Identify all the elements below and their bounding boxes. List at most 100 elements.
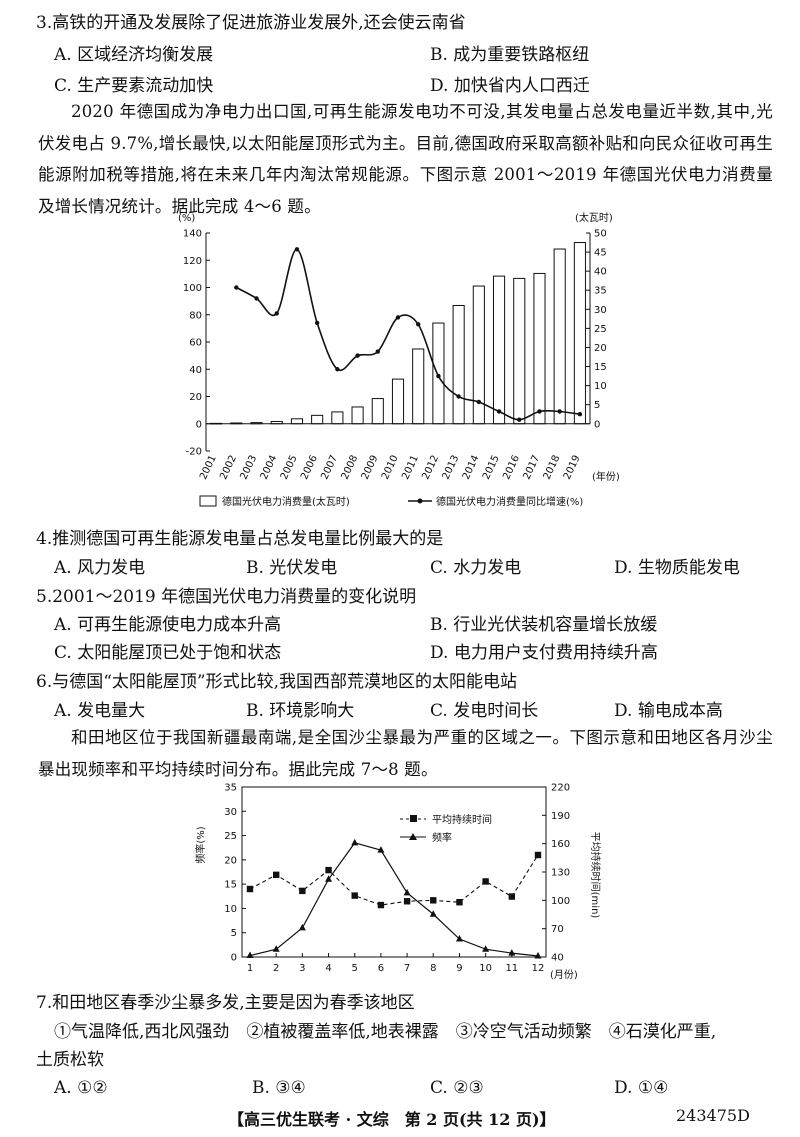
legend-duration-label: 平均持续时间 <box>432 813 492 826</box>
growth-point <box>577 412 583 417</box>
duration-point <box>325 866 332 874</box>
frequency-point <box>246 951 254 959</box>
footer-page-info: 【高三优生联考 · 文综 第 2 页(共 12 页)】 <box>228 1110 556 1129</box>
growth-point <box>537 409 542 414</box>
chart1-legend: 德国光伏电力消费量(太瓦时) 德国光伏电力消费量同比增速(%) <box>199 495 583 508</box>
x-tick-label: 7 <box>404 963 410 974</box>
sandstorm-chart: 频率(%) 平均持续时间(min) (月份) 05101520253035407… <box>194 783 602 982</box>
left-tick-label: 120 <box>183 256 202 267</box>
x-tick-label: 4 <box>325 963 331 974</box>
x-tick-label: 2011 <box>400 454 421 482</box>
left-tick-label: 140 <box>183 229 202 240</box>
frequency-point <box>482 945 490 952</box>
q3-option-d: D. 加快省内人口西迁 <box>430 76 590 96</box>
duration-point <box>377 901 385 909</box>
growth-point <box>496 409 502 414</box>
q4-option-b: B. 光伏发电 <box>246 558 338 578</box>
bar <box>533 272 546 425</box>
growth-point <box>294 247 300 252</box>
right-tick-label: 5 <box>594 400 600 411</box>
frequency-point <box>377 846 385 853</box>
q7-option-c: C. ②③ <box>430 1078 484 1098</box>
right-tick-label: 20 <box>594 343 607 354</box>
bar <box>553 248 566 425</box>
bar <box>492 275 506 425</box>
x-tick-label: 6 <box>378 963 384 974</box>
frequency-point <box>298 923 306 931</box>
passage-2: 和田地区位于我国新疆最南端,是全国沙尘暴最为严重的区域之一。下图示意和田地区各月… <box>38 728 773 779</box>
frequency-line <box>249 842 539 957</box>
right-tick-label: 160 <box>551 839 570 850</box>
duration-point <box>430 897 437 904</box>
x-tick-label: 2 <box>273 963 279 974</box>
x-tick-label: 12 <box>532 963 545 974</box>
growth-point <box>517 417 522 422</box>
bar <box>412 348 425 425</box>
right-tick-label: 70 <box>551 924 564 935</box>
x-tick-label: 1 <box>247 963 253 974</box>
growth-point <box>234 285 239 290</box>
x-tick-label: 2014 <box>461 454 482 482</box>
left-tick-label: 20 <box>224 855 237 866</box>
bar <box>452 304 465 425</box>
legend-duration-marker <box>410 815 417 822</box>
duration-point <box>272 871 280 879</box>
x-tick-label: 2001 <box>198 454 219 482</box>
x-tick-label: 2009 <box>360 454 381 482</box>
right-tick-label: 40 <box>551 953 564 964</box>
left-tick-label: 100 <box>183 283 202 294</box>
growth-point <box>254 296 259 301</box>
left-tick-label: 5 <box>231 928 237 939</box>
q6-option-d: D. 输电成本高 <box>614 701 723 721</box>
q5-option-b: B. 行业光伏装机容量增长放缓 <box>430 615 658 635</box>
duration-point <box>299 887 306 895</box>
right-tick-label: 40 <box>594 267 607 278</box>
right-tick-label: 100 <box>551 896 570 907</box>
left-axis-unit: (%) <box>178 213 195 224</box>
growth-point <box>335 367 340 372</box>
duration-point <box>246 885 254 893</box>
q7-options-line1: ①气温降低,西北风强劲 ②植被覆盖率低,地表裸露 ③冷空气活动频繁 ④石漠化严重… <box>54 1022 717 1042</box>
legend-bar-swatch <box>199 495 217 507</box>
bar <box>290 418 304 425</box>
x-axis-unit: (年份) <box>592 470 620 483</box>
duration-point <box>534 851 542 859</box>
bar <box>351 406 364 425</box>
q5-option-d: D. 电力用户支付费用持续升高 <box>430 643 658 663</box>
x-tick-label: 5 <box>352 963 358 974</box>
right-tick-label: 130 <box>551 868 570 879</box>
q6-stem: 6.与德国“太阳能屋顶”形式比较,我国西部荒漠地区的太阳能电站 <box>36 672 518 692</box>
q6-option-c: C. 发电时间长 <box>430 701 539 721</box>
q7-options-line2: 土质松软 <box>36 1050 104 1070</box>
right-tick-label: 15 <box>594 362 607 373</box>
left-tick-label: 30 <box>224 807 237 818</box>
right-tick-label: 0 <box>594 419 600 430</box>
right-tick-label: 10 <box>594 381 607 392</box>
left-tick-label: 0 <box>231 953 237 964</box>
bar <box>391 378 405 425</box>
q6-option-b: B. 环境影响大 <box>246 701 355 721</box>
x-tick-label: 9 <box>456 963 462 974</box>
bar <box>573 242 586 425</box>
x-tick-label: 2015 <box>481 454 502 482</box>
left-tick-label: -20 <box>186 447 202 458</box>
q6-option-a: A. 发电量大 <box>54 701 146 721</box>
q3-option-a: A. 区域经济均衡发展 <box>54 45 214 65</box>
legend-bar-label: 德国光伏电力消费量(太瓦时) <box>222 495 350 508</box>
growth-point <box>274 311 279 316</box>
right-tick-label: 25 <box>594 324 607 335</box>
growth-point <box>476 399 482 405</box>
x-tick-label: 8 <box>430 963 436 974</box>
right-tick-label: 35 <box>594 286 607 297</box>
x-tick-label: 2013 <box>441 454 462 482</box>
left-tick-label: 10 <box>224 904 237 915</box>
legend-line-label: 德国光伏电力消费量同比增速(%) <box>436 495 583 508</box>
duration-point <box>456 899 463 906</box>
left-tick-label: 20 <box>189 392 202 403</box>
left-tick-label: 15 <box>224 880 237 891</box>
q7-option-b: B. ③④ <box>252 1078 306 1098</box>
q4-option-c: C. 水力发电 <box>430 558 522 578</box>
right-tick-label: 45 <box>594 248 607 259</box>
growth-point <box>314 320 320 326</box>
frequency-point <box>325 875 333 882</box>
